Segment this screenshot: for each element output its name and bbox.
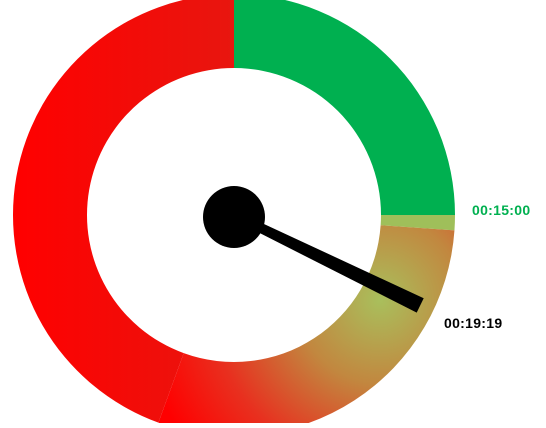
gauge-segment-within-target: [234, 0, 455, 215]
gauge-segment-overrun: [158, 225, 455, 428]
gauge-segment-target-marker: [380, 215, 455, 231]
gauge-needle-hub: [203, 186, 265, 248]
target-time-label: 00:15:00: [472, 202, 531, 218]
gauge-ring: [13, 0, 455, 428]
current-time-label: 00:19:19: [444, 315, 503, 331]
gauge-segment-overrun-red: [13, 0, 234, 423]
gauge-needle: [203, 186, 424, 313]
gauge-needle-pointer: [232, 210, 424, 313]
